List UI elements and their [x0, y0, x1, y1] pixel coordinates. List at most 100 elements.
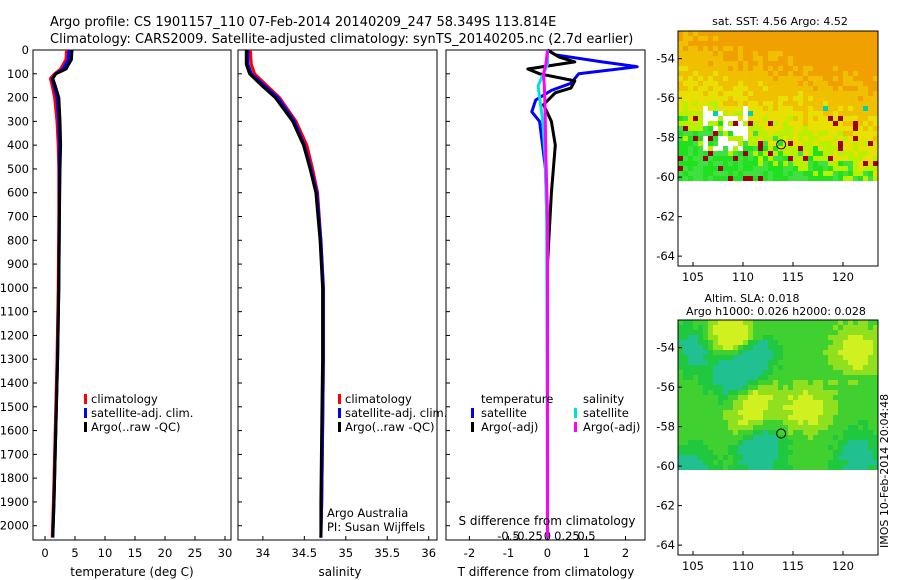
sst-cell — [853, 111, 858, 116]
sla-cell — [768, 415, 773, 420]
sst-cell — [763, 101, 768, 106]
sst-cell — [788, 116, 793, 121]
sla-cell — [813, 365, 818, 370]
sst-cell — [723, 31, 728, 36]
sla-cell — [863, 420, 868, 425]
sla-cell — [838, 400, 843, 405]
sst-cell — [798, 71, 803, 76]
legend-argo-swatch — [338, 422, 341, 432]
sst-cell — [683, 156, 688, 161]
sla-cell — [748, 345, 753, 350]
sla-cell — [873, 320, 878, 325]
sst-cell — [758, 161, 763, 166]
sla-cell — [778, 335, 783, 340]
sla-cell — [763, 450, 768, 455]
sst-cell — [798, 46, 803, 51]
sla-cell — [678, 350, 683, 355]
sla-cell — [853, 455, 858, 460]
sla-cell — [793, 460, 798, 465]
sla-cell — [848, 335, 853, 340]
sla-cell — [703, 405, 708, 410]
sst-cell — [803, 146, 808, 151]
sla-cell — [703, 425, 708, 430]
sst-cell — [818, 116, 823, 121]
sst-cell — [693, 46, 698, 51]
sst-cell — [838, 141, 843, 146]
sst-cell — [683, 176, 688, 181]
sst-cell — [808, 111, 813, 116]
sla-cell — [758, 320, 763, 325]
sla-cell — [868, 385, 873, 390]
sst-cell — [753, 51, 758, 56]
sla-cell — [768, 405, 773, 410]
sst-cell — [718, 156, 723, 161]
sst-cell — [688, 91, 693, 96]
sla-cell — [753, 450, 758, 455]
sla-cell — [678, 390, 683, 395]
sla-cell — [788, 405, 793, 410]
sst-cell — [783, 36, 788, 41]
sst-cell — [843, 66, 848, 71]
sla-cell — [693, 440, 698, 445]
sst-cell — [828, 51, 833, 56]
sst-cell — [748, 101, 753, 106]
sst-cell — [808, 61, 813, 66]
sla-cell — [838, 370, 843, 375]
sst-cell — [873, 141, 878, 146]
sla-cell — [753, 400, 758, 405]
sst-cell — [843, 91, 848, 96]
sst-cell — [688, 101, 693, 106]
sst-cell — [813, 156, 818, 161]
sst-cell — [828, 91, 833, 96]
sst-cell — [853, 166, 858, 171]
sst-cell — [868, 66, 873, 71]
sst-cell — [788, 156, 793, 161]
sst-cell — [773, 151, 778, 156]
sst-cell — [863, 166, 868, 171]
sla-cell — [778, 455, 783, 460]
sst-cell — [748, 36, 753, 41]
sla-cell — [783, 425, 788, 430]
sst-cell — [728, 141, 733, 146]
sst-cell — [733, 131, 738, 136]
sla-cell — [843, 410, 848, 415]
sla-cell — [873, 400, 878, 405]
sst-cell — [748, 96, 753, 101]
sst-cell — [783, 106, 788, 111]
sst-cell — [848, 66, 853, 71]
sst-cell — [708, 86, 713, 91]
sst-cell — [778, 136, 783, 141]
sst-cell — [733, 151, 738, 156]
sla-cell — [703, 350, 708, 355]
sst-cell — [828, 156, 833, 161]
salinity-climatology-line — [248, 49, 325, 538]
sla-cell — [773, 345, 778, 350]
sla-cell — [828, 435, 833, 440]
sla-cell — [838, 465, 843, 470]
sst-cell — [733, 81, 738, 86]
sla-cell — [693, 450, 698, 455]
sst-cell — [693, 136, 698, 141]
sst-cell — [838, 126, 843, 131]
sla-cell — [778, 415, 783, 420]
sla-cell — [703, 410, 708, 415]
sla-cell — [728, 320, 733, 325]
sla-cell — [848, 465, 853, 470]
sla-cell — [698, 440, 703, 445]
sst-cell — [798, 51, 803, 56]
sst-cell — [718, 176, 723, 181]
sla-cell — [863, 455, 868, 460]
sst-cell — [778, 141, 783, 146]
sst-cell — [873, 61, 878, 66]
sla-cell — [678, 360, 683, 365]
sla-cell — [828, 395, 833, 400]
sst-cell — [853, 56, 858, 61]
sst-cell — [718, 106, 723, 111]
sst-cell — [773, 41, 778, 46]
sst-cell — [778, 156, 783, 161]
sla-cell — [703, 390, 708, 395]
sst-cell — [793, 101, 798, 106]
sst-cell — [758, 151, 763, 156]
sst-cell — [708, 51, 713, 56]
sla-cell — [818, 330, 823, 335]
